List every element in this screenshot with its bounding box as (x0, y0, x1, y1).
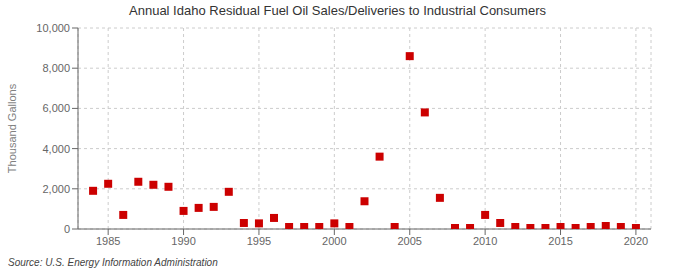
svg-text:6,000: 6,000 (42, 102, 70, 114)
svg-text:2020: 2020 (624, 235, 648, 247)
svg-text:10,000: 10,000 (36, 22, 70, 34)
html-text:Annual Idaho Residual Fuel Oil: Annual Idaho Residual Fuel Oil Sales/Del… (129, 3, 546, 18)
svg-text:2000: 2000 (322, 235, 346, 247)
svg-text:2,000: 2,000 (42, 183, 70, 195)
svg-text:2005: 2005 (397, 235, 421, 247)
svg-text:2015: 2015 (548, 235, 572, 247)
svg-text:Thousand Gallons: Thousand Gallons (8, 83, 18, 173)
svg-text:1990: 1990 (171, 235, 195, 247)
svg-text:1995: 1995 (247, 235, 271, 247)
svg-text:2010: 2010 (473, 235, 497, 247)
svg-text:1985: 1985 (96, 235, 120, 247)
svg-text:4,000: 4,000 (42, 143, 70, 155)
svg-text:0: 0 (64, 223, 70, 235)
html-text:Source: U.S. Energy Informatio: Source: U.S. Energy Information Administ… (8, 257, 218, 268)
svg-text:8,000: 8,000 (42, 62, 70, 74)
